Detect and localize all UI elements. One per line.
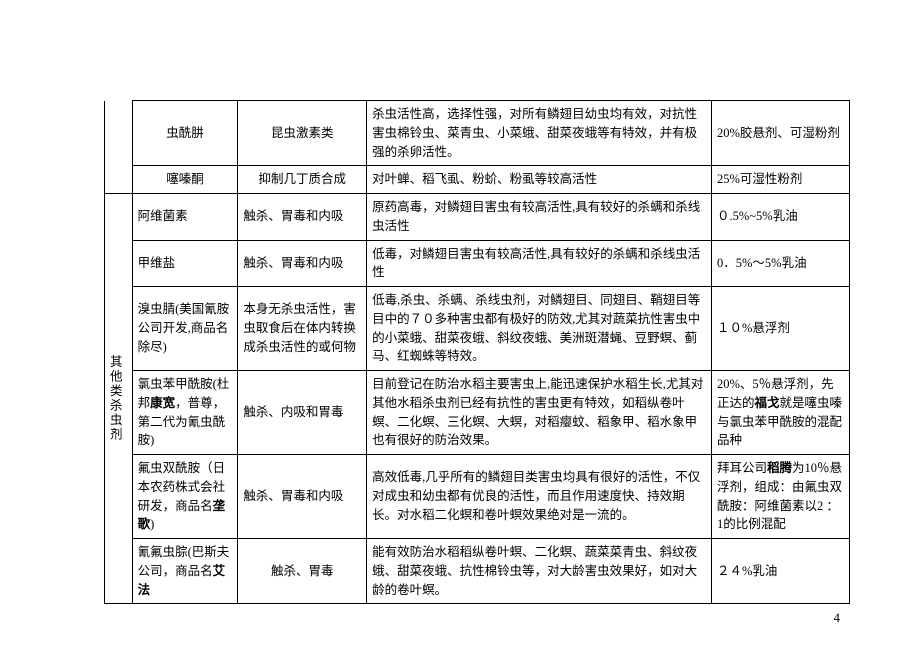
formulation-cell: 20%胶悬剂、可湿粉剂 <box>712 101 850 166</box>
pesticide-name: 甲维盐 <box>132 240 238 287</box>
category-label: 其他类杀虫剂 <box>105 355 124 442</box>
description-cell: 原药高毒，对鳞翅目害虫有较高活性,具有较好的杀螨和杀线虫活性 <box>367 194 712 241</box>
formulation-cell: 20%、5％悬浮剂，先正达的福戈就是噻虫嗪与氯虫苯甲酰胺的混配品种 <box>712 371 850 455</box>
pesticide-name: 虫酰肼 <box>132 101 238 166</box>
description-cell: 低毒，对鳞翅目害虫有较高活性,具有较好的杀螨和杀线虫活性 <box>367 240 712 287</box>
pesticide-name: 阿维菌素 <box>132 194 238 241</box>
category-outer-cell <box>70 101 104 604</box>
description-cell: 对叶蝉、稻飞虱、粉蚧、粉虱等较高活性 <box>367 166 712 194</box>
formulation-cell: ０.5%~5%乳油 <box>712 194 850 241</box>
mechanism-cell: 抑制几丁质合成 <box>238 166 367 194</box>
description-cell: 低毒,杀虫、杀螨、杀线虫剂，对鳞翅目、同翅目、鞘翅目等目中的７０多种害虫都有极好… <box>367 287 712 371</box>
table-row: 氰氟虫腙(巴斯夫公司，商品名艾法 触杀、胃毒 能有效防治水稻稻纵卷叶螟、二化螟、… <box>70 539 850 604</box>
mechanism-cell: 昆虫激素类 <box>238 101 367 166</box>
pesticide-name: 氟虫双酰胺（日本农药株式会社研发，商品名垄歌) <box>132 455 238 539</box>
page-number: 4 <box>834 610 841 626</box>
table-row: 噻嗪酮 抑制几丁质合成 对叶蝉、稻飞虱、粉蚧、粉虱等较高活性 25%可湿性粉剂 <box>70 166 850 194</box>
description-cell: 目前登记在防治水稻主要害虫上,能迅速保护水稻生长,尤其对其他水稻杀虫剂已经有抗性… <box>367 371 712 455</box>
mechanism-cell: 触杀、胃毒和内吸 <box>238 455 367 539</box>
table-row: 其他类杀虫剂 阿维菌素 触杀、胃毒和内吸 原药高毒，对鳞翅目害虫有较高活性,具有… <box>70 194 850 241</box>
pesticide-name: 氰氟虫腙(巴斯夫公司，商品名艾法 <box>132 539 238 604</box>
table-row: 氯虫苯甲酰胺(杜邦康宽，普尊，第二代为氰虫酰胺) 触杀、内吸和胃毒 目前登记在防… <box>70 371 850 455</box>
formulation-cell: 0．5%～5%乳油 <box>712 240 850 287</box>
formulation-cell: ２４%乳油 <box>712 539 850 604</box>
mechanism-cell: 本身无杀虫活性，害虫取食后在体内转换成杀虫活性的或何物 <box>238 287 367 371</box>
page-container: 虫酰肼 昆虫激素类 杀虫活性高，选择性强，对所有鳞翅目幼虫均有效，对抗性害虫棉铃… <box>0 0 920 651</box>
description-cell: 能有效防治水稻稻纵卷叶螟、二化螟、蔬菜菜青虫、斜纹夜蛾、甜菜夜蛾、抗性棉铃虫等，… <box>367 539 712 604</box>
pesticide-name: 氯虫苯甲酰胺(杜邦康宽，普尊，第二代为氰虫酰胺) <box>132 371 238 455</box>
table-row: 氟虫双酰胺（日本农药株式会社研发，商品名垄歌) 触杀、胃毒和内吸 高效低毒,几乎… <box>70 455 850 539</box>
formulation-cell: １０%悬浮剂 <box>712 287 850 371</box>
description-cell: 杀虫活性高，选择性强，对所有鳞翅目幼虫均有效，对抗性害虫棉铃虫、菜青虫、小菜蛾、… <box>367 101 712 166</box>
table-row: 甲维盐 触杀、胃毒和内吸 低毒，对鳞翅目害虫有较高活性,具有较好的杀螨和杀线虫活… <box>70 240 850 287</box>
category-inner-cell-top <box>104 101 132 194</box>
pesticide-name: 溴虫腈(美国氰胺公司开发,商品名除尽) <box>132 287 238 371</box>
mechanism-cell: 触杀、胃毒 <box>238 539 367 604</box>
mechanism-cell: 触杀、内吸和胃毒 <box>238 371 367 455</box>
table-row: 虫酰肼 昆虫激素类 杀虫活性高，选择性强，对所有鳞翅目幼虫均有效，对抗性害虫棉铃… <box>70 101 850 166</box>
mechanism-cell: 触杀、胃毒和内吸 <box>238 194 367 241</box>
table-row: 溴虫腈(美国氰胺公司开发,商品名除尽) 本身无杀虫活性，害虫取食后在体内转换成杀… <box>70 287 850 371</box>
formulation-cell: 25%可湿性粉剂 <box>712 166 850 194</box>
pesticide-table: 虫酰肼 昆虫激素类 杀虫活性高，选择性强，对所有鳞翅目幼虫均有效，对抗性害虫棉铃… <box>70 100 850 604</box>
pesticide-name: 噻嗪酮 <box>132 166 238 194</box>
mechanism-cell: 触杀、胃毒和内吸 <box>238 240 367 287</box>
formulation-cell: 拜耳公司稻腾为10％悬浮剂，组成：由氟虫双酰胺：阿维菌素以2 ：1的比例混配 <box>712 455 850 539</box>
category-label-cell: 其他类杀虫剂 <box>104 194 132 604</box>
description-cell: 高效低毒,几乎所有的鳞翅目类害虫均具有很好的活性，不仅对成虫和幼虫都有优良的活性… <box>367 455 712 539</box>
